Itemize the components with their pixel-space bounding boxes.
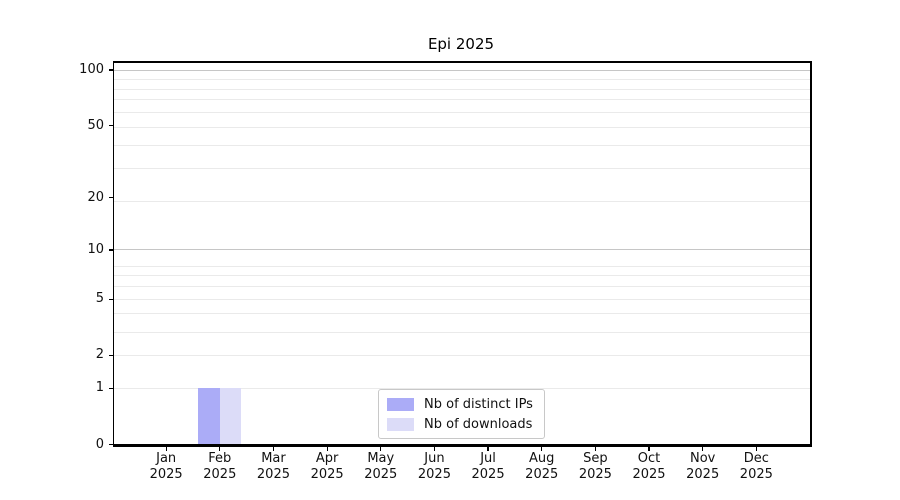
y-gridline-minor xyxy=(112,78,810,80)
legend: Nb of distinct IPs Nb of downloads xyxy=(378,389,545,439)
y-tick xyxy=(108,354,113,356)
y-gridline-minor xyxy=(112,200,810,202)
y-gridline-major xyxy=(112,249,810,251)
x-tick xyxy=(272,446,275,451)
axis-spine-bottom xyxy=(112,444,812,447)
y-gridline-minor xyxy=(112,99,810,101)
y-tick-label: 20 xyxy=(87,189,104,205)
x-tick-year: 2025 xyxy=(739,467,773,482)
y-tick xyxy=(108,387,113,389)
x-tick xyxy=(380,446,382,451)
y-gridline-major xyxy=(112,69,810,71)
legend-swatch-nb-of-distinct-ips xyxy=(387,397,414,411)
x-tick-month: Nov xyxy=(690,451,716,466)
x-tick-year: 2025 xyxy=(310,467,344,482)
x-tick-year: 2025 xyxy=(632,467,666,482)
x-tick-label: Nov 2025 xyxy=(673,451,733,483)
x-tick xyxy=(165,446,167,451)
y-gridline-minor xyxy=(112,298,810,300)
x-tick-label: Jan 2025 xyxy=(136,451,196,483)
x-tick xyxy=(755,446,757,451)
x-tick-month: Jan xyxy=(156,451,177,466)
x-tick-month: Jun xyxy=(424,451,445,466)
y-gridline-minor xyxy=(112,331,810,333)
x-tick xyxy=(541,446,543,451)
y-tick-label: 0 xyxy=(95,436,104,452)
x-tick-year: 2025 xyxy=(203,467,237,482)
x-tick-month: Sep xyxy=(583,451,608,466)
x-tick-month: Oct xyxy=(637,451,661,466)
y-tick-label: 1 xyxy=(95,380,104,396)
x-tick xyxy=(219,446,221,451)
x-tick-year: 2025 xyxy=(417,467,451,482)
y-gridline-minor xyxy=(112,111,810,113)
x-tick xyxy=(648,446,650,451)
y-tick xyxy=(108,124,113,127)
axis-spine-top xyxy=(112,61,812,63)
y-tick-label: 10 xyxy=(87,241,104,257)
legend-entry-nb-of-downloads: Nb of downloads xyxy=(387,414,536,434)
y-gridline-minor xyxy=(112,354,810,356)
x-tick-label: Sep 2025 xyxy=(565,451,625,483)
x-tick xyxy=(594,446,596,451)
y-gridline-minor xyxy=(112,275,810,277)
y-tick-label: 50 xyxy=(87,117,104,133)
y-tick xyxy=(108,249,113,251)
legend-label-nb-of-downloads: Nb of downloads xyxy=(424,416,533,432)
x-tick-year: 2025 xyxy=(686,467,720,482)
x-tick-month: Aug xyxy=(529,451,555,466)
y-tick-label: 100 xyxy=(79,62,104,78)
y-gridline-minor xyxy=(112,286,810,288)
x-tick-label: Dec 2025 xyxy=(726,451,786,483)
x-tick-year: 2025 xyxy=(578,467,612,482)
legend-entry-nb-of-distinct-ips: Nb of distinct IPs xyxy=(387,394,536,414)
legend-swatch-nb-of-downloads xyxy=(387,417,414,431)
x-tick-year: 2025 xyxy=(364,467,398,482)
y-gridline-minor xyxy=(112,126,810,128)
y-gridline-minor xyxy=(112,313,810,315)
bar-nb-of-downloads-feb xyxy=(219,388,242,445)
x-tick xyxy=(433,446,435,451)
x-tick-month: Apr xyxy=(315,451,339,466)
x-tick-label: Jul 2025 xyxy=(458,451,518,483)
axis-spine-left xyxy=(112,61,114,446)
y-gridline-minor xyxy=(112,88,810,90)
x-tick-label: Apr 2025 xyxy=(297,451,357,483)
x-tick-month: Jul xyxy=(480,451,496,466)
bar-nb-of-distinct-ips-feb xyxy=(198,388,220,445)
x-tick-label: Aug 2025 xyxy=(512,451,572,483)
x-tick-label: May 2025 xyxy=(351,451,411,483)
x-tick-label: Oct 2025 xyxy=(619,451,679,483)
y-gridline-minor xyxy=(112,144,810,146)
x-tick-year: 2025 xyxy=(256,467,290,482)
x-tick xyxy=(487,446,489,451)
legend-label-nb-of-distinct-ips: Nb of distinct IPs xyxy=(424,396,533,412)
chart-title: Epi 2025 xyxy=(427,35,495,53)
x-tick-month: May xyxy=(367,451,395,466)
x-tick-label: Mar 2025 xyxy=(243,451,303,483)
y-tick-label: 2 xyxy=(95,347,104,363)
x-tick xyxy=(702,446,704,451)
x-tick-label: Feb 2025 xyxy=(190,451,250,483)
y-gridline-minor xyxy=(112,387,810,389)
x-tick-year: 2025 xyxy=(149,467,183,482)
x-tick-month: Feb xyxy=(208,451,232,466)
y-tick xyxy=(108,69,113,71)
y-tick-label: 5 xyxy=(95,291,104,307)
y-gridline-minor xyxy=(112,265,810,267)
axis-spine-right xyxy=(810,61,812,446)
x-tick-month: Mar xyxy=(261,451,286,466)
x-tick xyxy=(326,446,328,451)
x-tick-label: Jun 2025 xyxy=(404,451,464,483)
y-gridline-minor xyxy=(112,168,810,170)
x-tick-month: Dec xyxy=(743,451,769,466)
y-tick xyxy=(108,196,113,199)
x-tick-year: 2025 xyxy=(471,467,505,482)
y-tick xyxy=(108,443,113,446)
y-tick xyxy=(108,298,113,300)
x-tick-year: 2025 xyxy=(525,467,559,482)
